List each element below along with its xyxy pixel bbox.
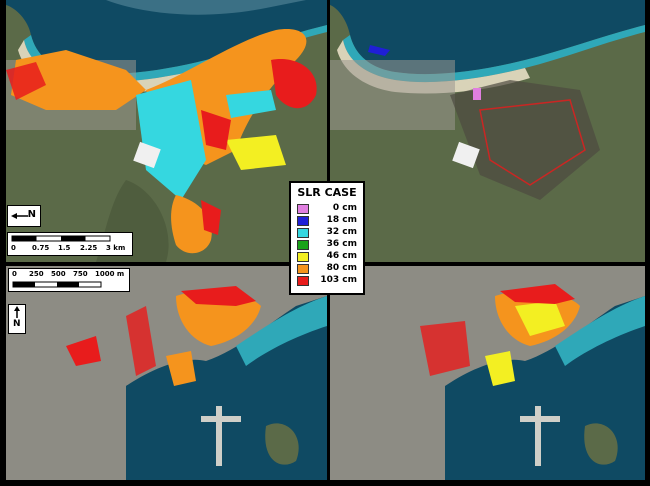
arrow-left-icon <box>11 213 28 219</box>
legend-item: 80 cm <box>297 263 359 274</box>
sea <box>6 0 327 75</box>
map-top-left <box>6 0 327 262</box>
north-arrow-top: N <box>7 205 41 227</box>
legend-swatch <box>297 216 309 226</box>
bay-shallows <box>106 0 306 15</box>
legend-item: 32 cm <box>297 227 359 238</box>
shallow-water <box>24 25 327 83</box>
map-panel-bottom-right <box>330 266 645 480</box>
shallow-water <box>343 25 645 83</box>
legend-item: 0 cm <box>297 203 359 214</box>
scale-tick: 1.5 <box>58 244 71 252</box>
shallow-water <box>236 296 327 366</box>
scale-tick: 0 <box>11 244 16 252</box>
legend-swatch <box>297 252 309 262</box>
flood-32cm-patch <box>226 90 276 118</box>
scale-tick: 500 <box>51 270 66 278</box>
scale-bar-top: 0 0.75 1.5 2.25 3 km <box>7 232 133 256</box>
north-arrow-bottom: N <box>8 304 26 334</box>
white-building <box>133 141 161 169</box>
legend: SLR CASE 0 cm 18 cm 32 cm 36 cm 46 cm 80… <box>289 181 365 295</box>
legend-item: 18 cm <box>297 215 359 226</box>
scale-bar-graphic <box>12 281 102 288</box>
scale-tick: 250 <box>29 270 44 278</box>
scale-tick: 3 km <box>106 244 126 252</box>
flood-103cm-center <box>201 110 231 150</box>
map-panel-bottom-left <box>6 266 327 480</box>
legend-label: 0 cm <box>332 203 357 213</box>
flood-103cm-north <box>181 286 256 306</box>
white-building <box>452 141 480 169</box>
north-label: N <box>27 209 36 220</box>
legend-swatch <box>297 204 309 214</box>
map-bottom-right <box>330 266 645 480</box>
legend-label: 32 cm <box>326 227 357 237</box>
legend-item: 46 cm <box>297 251 359 262</box>
flood-103cm-west <box>6 62 46 100</box>
shallow-water <box>555 296 645 366</box>
flood-46cm-port <box>485 351 515 386</box>
legend-swatch <box>297 228 309 238</box>
map-panel-top-left <box>6 0 327 262</box>
sea <box>330 0 645 75</box>
flood-80cm-south <box>171 195 212 254</box>
map-panel-top-right <box>330 0 645 262</box>
north-label: N <box>13 319 21 329</box>
legend-label: 103 cm <box>320 275 357 285</box>
legend-label: 80 cm <box>326 263 357 273</box>
jetty <box>216 406 222 466</box>
legend-swatch <box>297 264 309 274</box>
flood-80cm-town <box>11 50 146 110</box>
arrow-up-icon <box>14 306 20 318</box>
flood-0cm-patch <box>473 88 481 100</box>
flood-18cm-coast <box>368 45 390 56</box>
scale-tick: 2.25 <box>80 244 98 252</box>
legend-swatch <box>297 240 309 250</box>
flood-103cm-north <box>500 284 575 304</box>
legend-label: 46 cm <box>326 251 357 261</box>
legend-label: 36 cm <box>326 239 357 249</box>
flood-103cm-outline <box>479 99 586 186</box>
headland <box>584 423 618 465</box>
flood-103cm-south <box>201 200 221 235</box>
flood-103cm-ne <box>271 59 317 109</box>
scale-tick: 750 <box>73 270 88 278</box>
legend-title: SLR CASE <box>297 186 357 199</box>
jetty <box>535 406 541 466</box>
flood-103cm-port <box>420 321 470 376</box>
legend-item: 103 cm <box>297 275 359 286</box>
flood-32cm-main <box>136 80 206 200</box>
flood-103cm-west <box>66 336 101 366</box>
legend-label: 18 cm <box>326 215 357 225</box>
map-top-right <box>330 0 645 262</box>
urban-area <box>330 60 455 130</box>
scale-tick: 1000 m <box>95 270 125 278</box>
flood-103cm-port <box>126 306 156 376</box>
flood-46cm-main <box>515 301 565 336</box>
scale-tick: 0.75 <box>32 244 50 252</box>
flood-80cm-port <box>166 351 196 386</box>
scale-bar-bottom: 0 250 500 750 1000 m <box>8 268 130 292</box>
wetland-area <box>450 80 600 200</box>
flood-46cm-patch <box>226 135 286 170</box>
scale-tick: 0 <box>12 270 17 278</box>
legend-swatch <box>297 276 309 286</box>
scale-bar-graphic <box>11 235 111 242</box>
map-bottom-left <box>6 266 327 480</box>
headland <box>265 423 299 465</box>
legend-item: 36 cm <box>297 239 359 250</box>
